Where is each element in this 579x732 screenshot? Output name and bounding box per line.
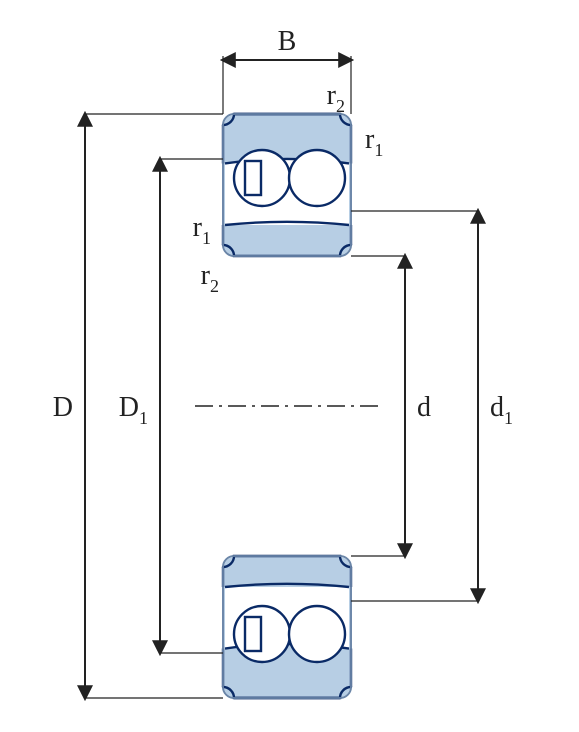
dim-label: r1 — [365, 124, 383, 160]
bearing-cross-section: D D1 d d1 Br2 r1 r1 r2 — [0, 0, 579, 732]
cage-pocket — [245, 161, 261, 195]
dim-label: d — [417, 392, 431, 423]
dim-label: d1 — [490, 392, 513, 428]
dim-label: r1 — [193, 212, 211, 248]
dim-label: r2 — [201, 260, 219, 296]
dim-label: D1 — [119, 392, 148, 428]
dim-label: r2 — [327, 80, 345, 116]
upper-section — [223, 556, 351, 698]
ball-right — [289, 150, 345, 206]
dim-label: B — [278, 26, 297, 57]
dim-label: D — [53, 392, 73, 423]
cage-pocket — [245, 617, 261, 651]
ball-right — [289, 606, 345, 662]
lower-section — [223, 114, 351, 256]
